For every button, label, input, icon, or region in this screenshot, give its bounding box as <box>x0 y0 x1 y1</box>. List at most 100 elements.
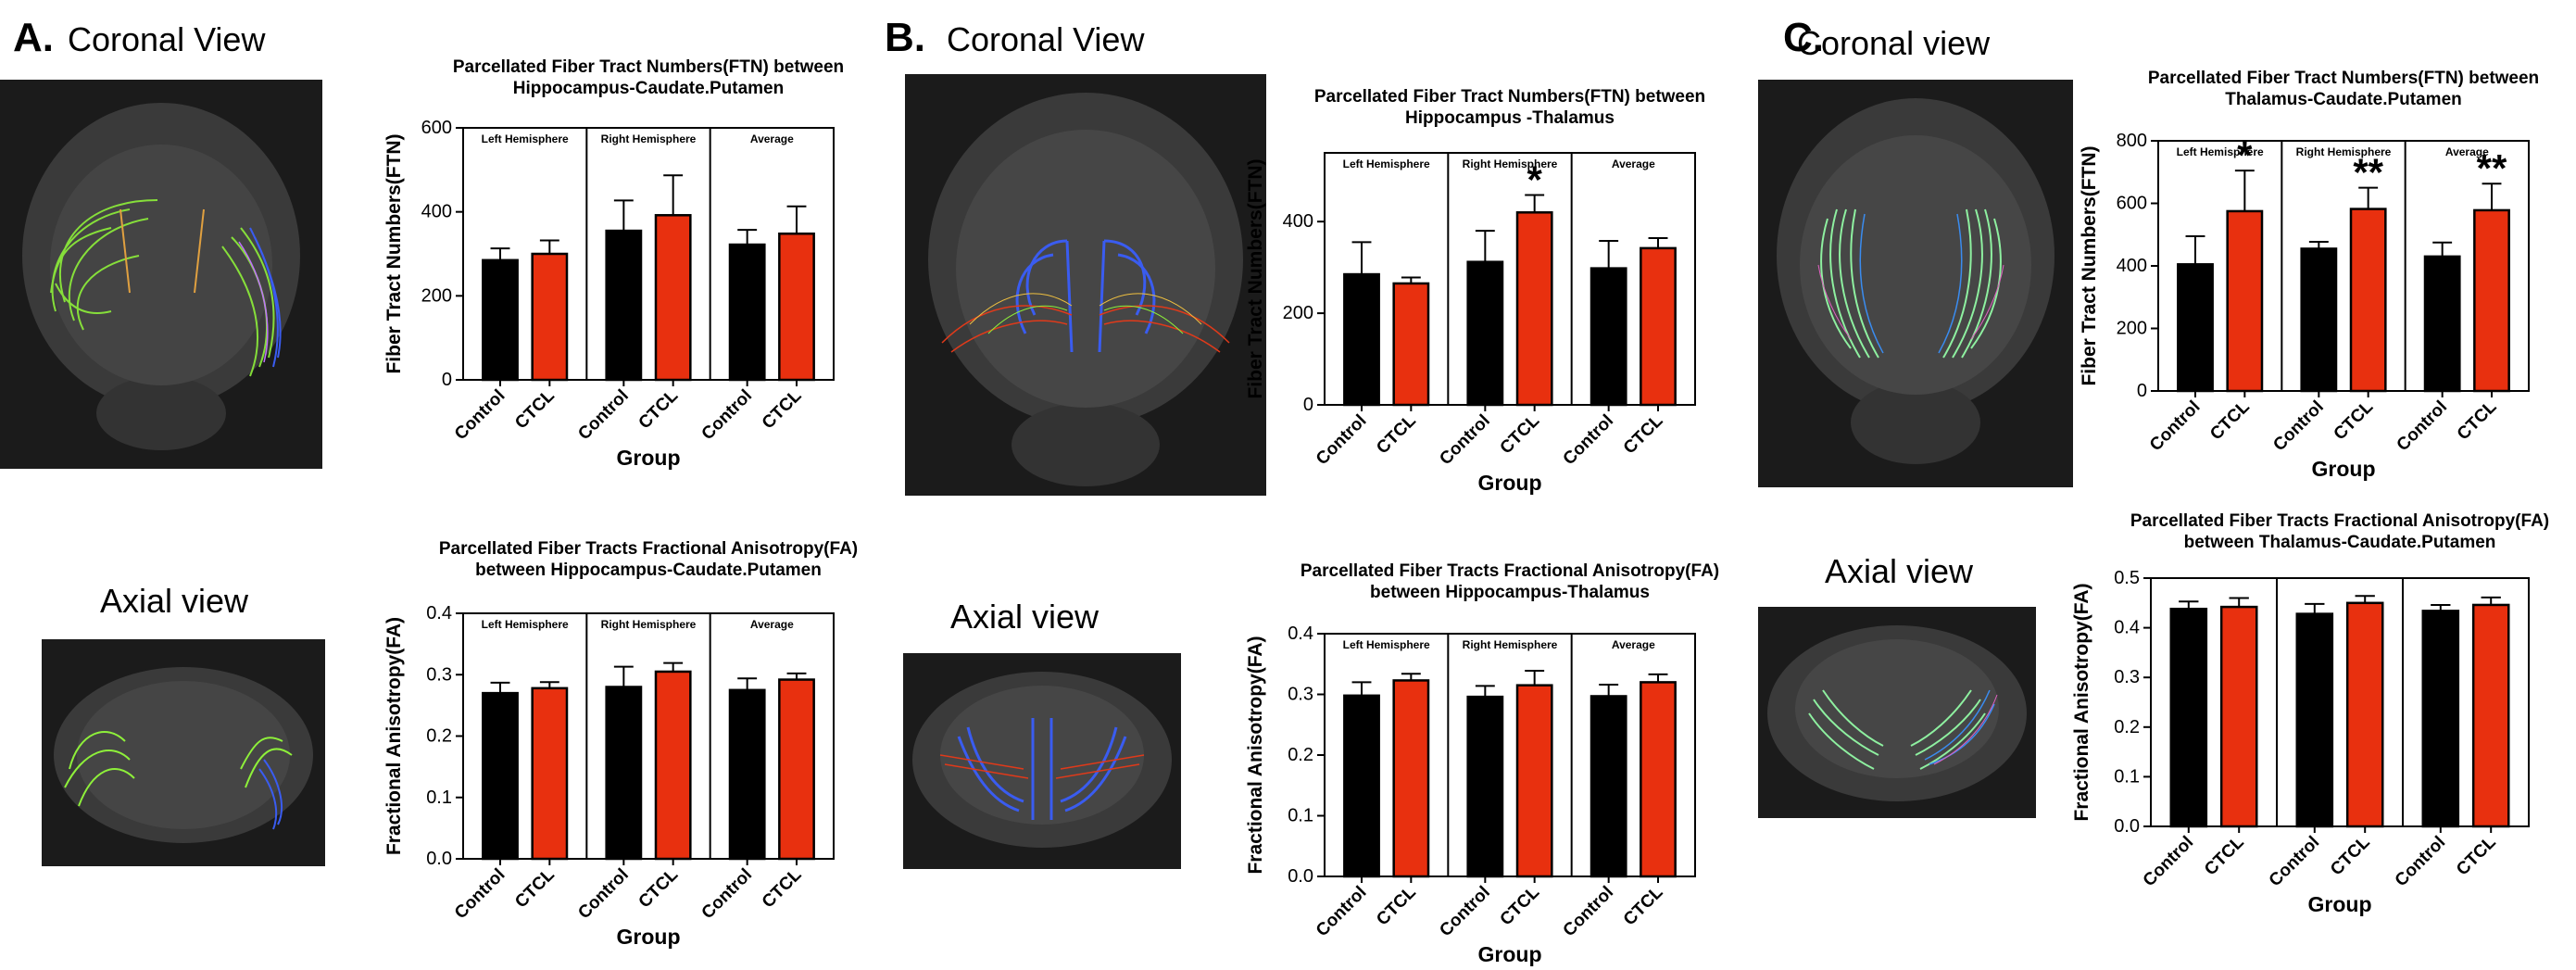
bar-control <box>1343 694 1380 878</box>
y-tick-label: 0.2 <box>2114 717 2140 737</box>
bar-control <box>728 688 766 861</box>
x-tick-label: Control <box>574 386 633 445</box>
bar-control <box>2169 607 2208 828</box>
x-tick-label: Control <box>2392 833 2450 891</box>
panel-b-letter: B. <box>885 15 925 60</box>
group-label: Average <box>1612 157 1655 170</box>
bar-control <box>605 686 643 861</box>
bar-ctcl <box>1392 679 1430 878</box>
y-axis-label: Fiber Tract Numbers(FTN) <box>383 133 405 373</box>
bar-control <box>482 691 519 861</box>
y-tick-label: 200 <box>2117 319 2147 339</box>
chart-title-line: Parcellated Fiber Tract Numbers(FTN) bet… <box>1314 87 1705 107</box>
group-label: Average <box>750 618 794 631</box>
panel-c-letter: C. <box>1783 15 1824 60</box>
x-tick-label: Control <box>1436 411 1494 470</box>
x-tick-label: Control <box>1436 883 1494 941</box>
y-axis-label: Fiber Tract Numbers(FTN) <box>2079 145 2100 385</box>
group-label: Left Hemisphere <box>1343 157 1430 170</box>
x-tick-label: CTCL <box>511 385 559 433</box>
chart-title-line: Parcellated Fiber Tracts Fractional Anis… <box>439 539 858 559</box>
panel-a-axial-label: Axial view <box>100 582 249 620</box>
x-tick-label: Control <box>1560 411 1618 470</box>
x-tick-label: CTCL <box>635 864 683 912</box>
y-axis-label: Fractional Anisotropy(FA) <box>383 617 405 855</box>
panel-c-axial-label: Axial view <box>1825 552 1974 590</box>
brain-a-axial-image <box>42 639 325 866</box>
x-axis-label: Group <box>1478 942 1542 966</box>
panel-b-coronal-label: Coronal View <box>947 20 1145 58</box>
x-tick-label: CTCL <box>511 864 559 912</box>
y-tick-label: 400 <box>1283 211 1313 232</box>
y-tick-label: 0.2 <box>1288 745 1313 765</box>
chart-svg: Parcellated Fiber Tracts Fractional Anis… <box>1245 561 1719 966</box>
group-label: Average <box>2445 145 2489 158</box>
x-axis-label: Group <box>617 446 681 470</box>
x-tick-label: CTCL <box>2454 397 2501 444</box>
plot-frame <box>462 127 835 381</box>
x-tick-label: Control <box>2394 397 2452 456</box>
x-tick-label: CTCL <box>759 385 806 433</box>
bar-control <box>728 243 766 382</box>
y-axis-label: Fractional Anisotropy(FA) <box>1245 636 1266 874</box>
bar-ctcl <box>2226 209 2264 393</box>
x-axis-label: Group <box>2308 892 2372 916</box>
bar-control <box>2421 610 2460 828</box>
bar-ctcl <box>1515 684 1553 878</box>
brain-c-coronal-image <box>1758 80 2073 487</box>
brain-b-coronal-image <box>905 74 1266 496</box>
x-tick-label: Control <box>2266 833 2324 891</box>
y-tick-label: 0.0 <box>1288 866 1313 887</box>
y-axis-label: Fiber Tract Numbers(FTN) <box>1245 158 1266 398</box>
bar-ctcl <box>2345 601 2384 828</box>
bar-control <box>2423 255 2461 393</box>
y-tick-label: 200 <box>1283 303 1313 323</box>
bar-control <box>2295 612 2334 828</box>
significance-star: * <box>1527 157 1542 201</box>
bar-ctcl <box>778 232 815 382</box>
bar-ctcl <box>2471 603 2510 828</box>
y-tick-label: 800 <box>2117 131 2147 151</box>
brain-c-axial-image <box>1758 607 2036 818</box>
significance-star: ** <box>2477 146 2507 190</box>
bar-ctcl <box>2219 605 2258 828</box>
plot-frame <box>1324 633 1696 877</box>
group-label: Left Hemisphere <box>482 618 569 631</box>
y-tick-label: 0.4 <box>1288 624 1313 644</box>
chart-svg: Parcellated Fiber Tract Numbers(FTN) bet… <box>383 57 844 470</box>
group-label: Left Hemisphere <box>1343 638 1430 651</box>
x-tick-label: Control <box>451 865 509 924</box>
x-tick-label: Control <box>2146 397 2205 456</box>
bar-control <box>2300 247 2338 393</box>
chart-svg: Parcellated Fiber Tracts Fractional Anis… <box>2071 511 2549 916</box>
x-tick-label: Control <box>1560 883 1618 941</box>
chart-title-line: Parcellated Fiber Tract Numbers(FTN) bet… <box>453 57 844 77</box>
bar-control <box>605 229 643 382</box>
chart-title-line: between Hippocampus-Caudate.Putamen <box>475 561 822 580</box>
y-tick-label: 0.4 <box>426 603 452 624</box>
chart-b-fa: Parcellated Fiber Tracts Fractional Anis… <box>1213 558 1719 966</box>
plot-frame <box>462 612 835 860</box>
x-tick-label: CTCL <box>2331 397 2378 444</box>
x-tick-label: Control <box>2269 397 2328 456</box>
x-tick-label: CTCL <box>759 864 806 912</box>
chart-b-ftn: Parcellated Fiber Tract Numbers(FTN) bet… <box>1213 83 1705 496</box>
y-tick-label: 0.3 <box>426 664 452 685</box>
x-tick-label: Control <box>1313 883 1371 941</box>
panel-a-letter: A. <box>13 15 54 60</box>
x-axis-label: Group <box>1478 471 1542 495</box>
chart-title-line: Thalamus-Caudate.Putamen <box>2225 90 2462 109</box>
x-tick-label: CTCL <box>635 385 683 433</box>
y-tick-label: 0.2 <box>426 726 452 747</box>
bar-ctcl <box>2349 208 2387 393</box>
chart-title-line: between Hippocampus-Thalamus <box>1370 583 1650 602</box>
x-tick-label: CTCL <box>1373 410 1420 458</box>
chart-c-fa: Parcellated Fiber Tracts Fractional Anis… <box>2047 508 2566 916</box>
bar-ctcl <box>1640 246 1677 407</box>
bar-ctcl <box>1640 681 1677 878</box>
significance-star: * <box>2237 133 2253 177</box>
bar-ctcl <box>654 670 692 861</box>
y-tick-label: 0 <box>442 370 452 390</box>
x-tick-label: CTCL <box>1373 882 1420 929</box>
y-tick-label: 0.1 <box>2114 766 2140 787</box>
